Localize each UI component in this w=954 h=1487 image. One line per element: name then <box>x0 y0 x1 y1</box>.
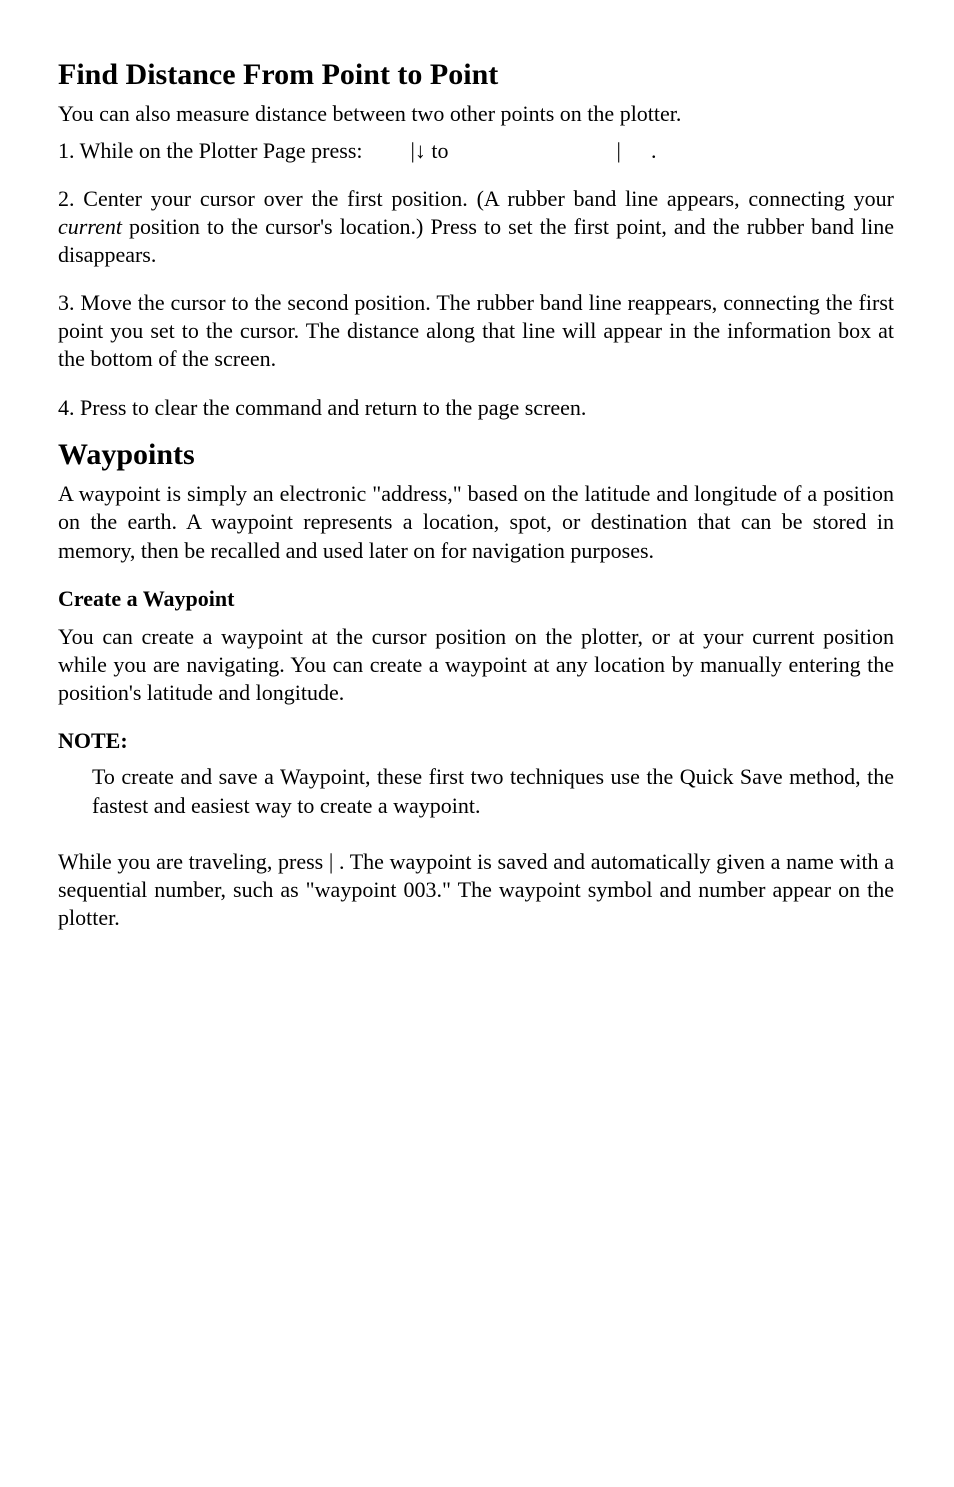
step-2: 2. Center your cursor over the first pos… <box>58 185 894 269</box>
traveling-body: While you are traveling, press | . The w… <box>58 848 894 932</box>
step1-text-b: |↓ to <box>411 137 449 165</box>
create-waypoint-body: You can create a waypoint at the cursor … <box>58 623 894 707</box>
step1-text-d: . <box>651 137 657 165</box>
note-label: NOTE: <box>58 727 894 755</box>
step-4: 4. Press to clear the command and return… <box>58 394 894 422</box>
step2-italic: current <box>58 214 122 239</box>
heading-find-distance: Find Distance From Point to Point <box>58 56 894 94</box>
step-1-line: 1. While on the Plotter Page press: |↓ t… <box>58 137 894 165</box>
step2-suffix: position to the cursor's location.) Pres… <box>58 214 894 267</box>
subheading-create-waypoint: Create a Waypoint <box>58 585 894 613</box>
note-body: To create and save a Waypoint, these fir… <box>58 763 894 819</box>
intro-find-distance: You can also measure distance between tw… <box>58 100 894 128</box>
step1-text-a: 1. While on the Plotter Page press: <box>58 137 363 165</box>
step-3: 3. Move the cursor to the second positio… <box>58 289 894 373</box>
heading-waypoints: Waypoints <box>58 436 894 474</box>
step2-prefix: 2. Center your cursor over the first pos… <box>58 186 894 211</box>
intro-waypoints: A waypoint is simply an electronic "addr… <box>58 480 894 564</box>
